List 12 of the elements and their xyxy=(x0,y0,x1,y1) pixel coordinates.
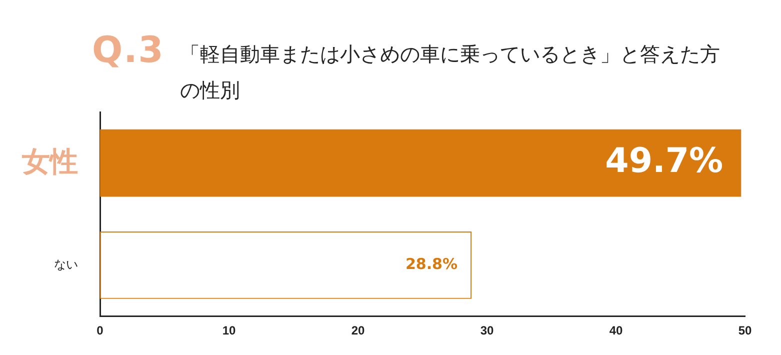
x-tick-label: 10 xyxy=(222,324,236,338)
text: Q.3 xyxy=(92,30,164,71)
y-tick-label: ない xyxy=(54,257,78,272)
data-label: 49.7% xyxy=(605,140,724,181)
chart-title: 「軽自動車または小さめの車に乗っているとき」と答えた方の性別 xyxy=(180,41,720,104)
y-tick-label: 女性 xyxy=(21,146,78,177)
x-tick-label: 0 xyxy=(96,324,104,338)
x-tick-label: 20 xyxy=(351,324,365,338)
x-tick-label: 50 xyxy=(738,324,752,338)
x-tick-label: 40 xyxy=(609,324,623,338)
x-tick-label: 30 xyxy=(480,324,494,338)
data-label: 28.8% xyxy=(405,255,458,274)
